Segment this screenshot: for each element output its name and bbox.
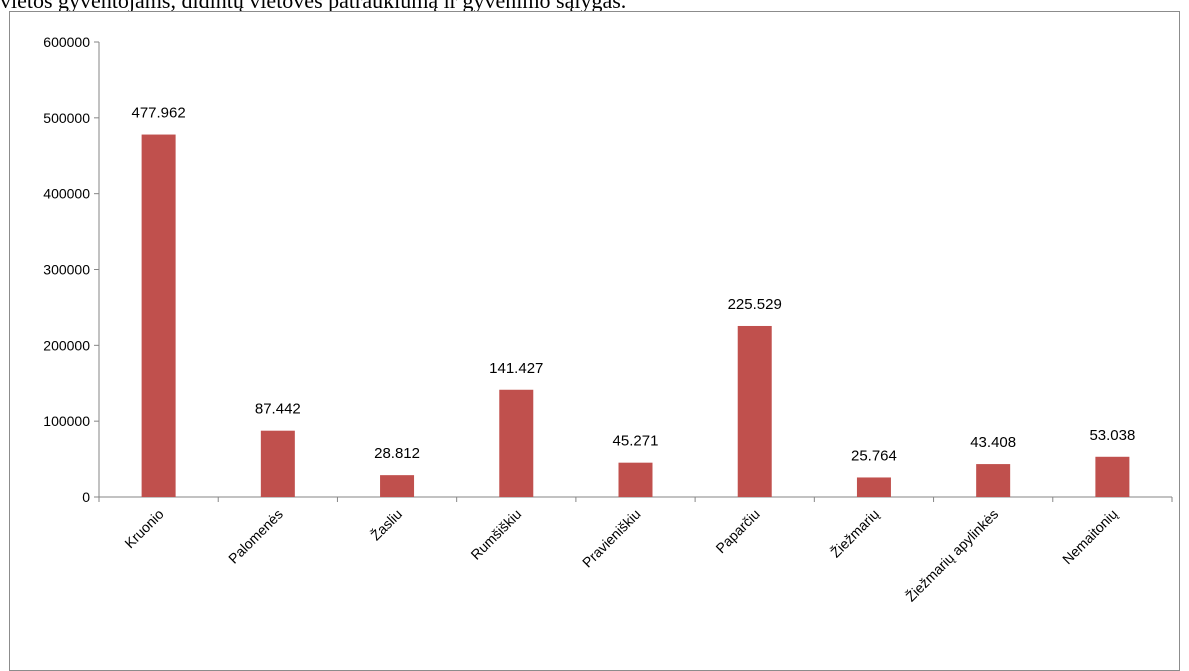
data-label: 53.038 (1089, 427, 1135, 444)
y-tick-label: 200000 (43, 337, 90, 353)
x-category-label: Kruonio (121, 506, 167, 552)
data-label: 141.427 (489, 360, 543, 377)
data-label: 25.764 (851, 447, 897, 464)
y-tick-label: 300000 (43, 262, 90, 278)
x-category-label: Žasliu (367, 506, 405, 544)
data-label: 477.962 (131, 105, 185, 122)
document-text-above-chart: vietos gyventojams, didintų vietovės pat… (0, 0, 627, 13)
y-tick-label: 100000 (43, 413, 90, 429)
x-category-label: Pravieniškiu (579, 506, 644, 571)
bar (260, 430, 295, 497)
data-label: 45.271 (613, 433, 659, 450)
bar (499, 389, 534, 497)
bar (141, 134, 176, 498)
y-tick-label: 400000 (43, 186, 90, 202)
data-label: 225.529 (728, 296, 782, 313)
bar (1095, 456, 1130, 497)
x-category-label: Nemaitonių (1059, 506, 1121, 568)
bar (976, 464, 1011, 497)
y-tick-label: 0 (82, 489, 90, 505)
chart-frame (9, 11, 1180, 671)
y-tick-label: 500000 (43, 110, 90, 126)
bar-chart: 0 100000 200000 300000 400000 500000 600000 477… (43, 34, 1173, 605)
data-label: 87.442 (255, 401, 301, 418)
x-category-label: Žiežmarių apylinkės (902, 506, 1001, 605)
x-category-label: Paparčiu (712, 506, 762, 556)
bar (737, 325, 772, 497)
bar (618, 462, 653, 497)
y-tick-label: 600000 (43, 34, 90, 50)
bar (856, 477, 891, 497)
x-category-label: Palomenės (225, 506, 286, 567)
bar (380, 475, 415, 497)
x-category-label: Žiežmarių (827, 506, 882, 561)
x-category-label: Rumšiškiu (467, 506, 524, 563)
data-label: 43.408 (970, 434, 1016, 451)
data-label: 28.812 (374, 445, 420, 462)
